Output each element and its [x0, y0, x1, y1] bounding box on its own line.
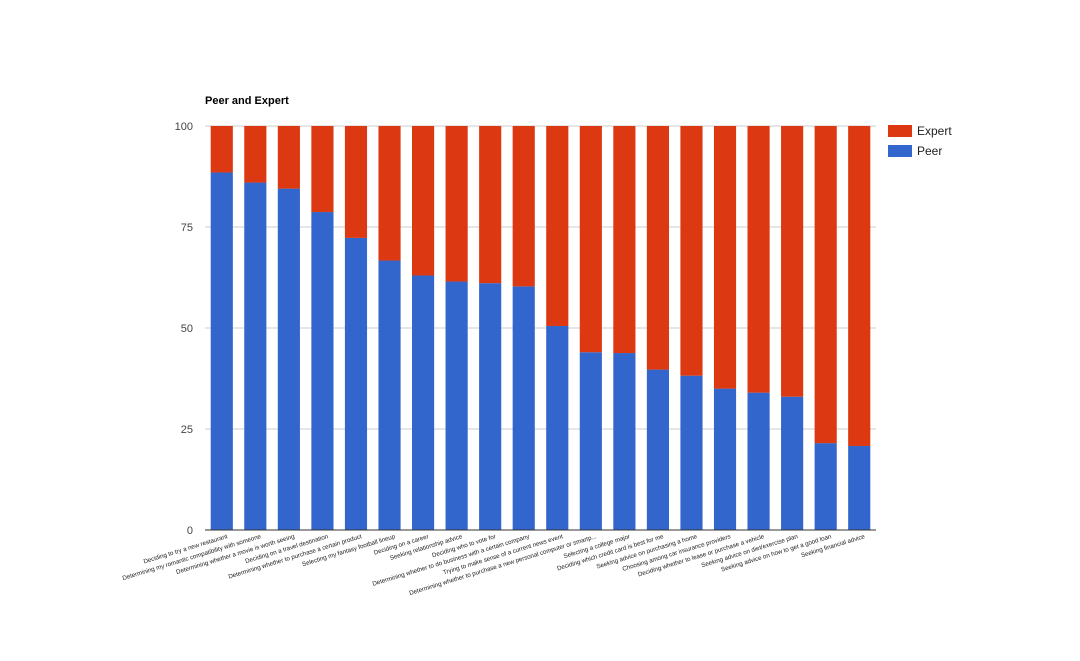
- y-tick-label: 0: [187, 525, 193, 537]
- legend-swatch: [888, 125, 912, 137]
- bar-peer: [747, 392, 770, 530]
- bar-expert: [781, 126, 804, 397]
- y-tick-label: 75: [181, 222, 193, 234]
- bar-expert: [579, 126, 602, 353]
- bar-expert: [311, 126, 334, 213]
- y-tick-label: 50: [181, 323, 193, 335]
- bar-expert: [646, 126, 669, 370]
- bar-peer: [412, 275, 435, 530]
- bar-peer: [579, 352, 602, 530]
- bar-expert: [613, 126, 636, 354]
- bar-peer: [848, 445, 871, 530]
- y-tick-label: 100: [175, 121, 193, 133]
- bar-expert: [814, 126, 837, 444]
- y-tick-label: 25: [181, 424, 193, 436]
- bar-expert: [412, 126, 435, 276]
- bar-expert: [848, 126, 871, 446]
- bar-peer: [613, 353, 636, 530]
- bar-peer: [244, 182, 267, 530]
- bar-expert: [344, 126, 368, 238]
- bar-peer: [814, 443, 837, 530]
- bar-expert: [277, 126, 300, 189]
- legend-label: Expert: [917, 124, 952, 138]
- bar-expert: [713, 126, 737, 389]
- bar-peer: [646, 369, 669, 530]
- chart-title: Peer and Expert: [205, 95, 289, 107]
- bar-peer: [781, 396, 804, 530]
- bar-peer: [546, 325, 569, 530]
- bar-expert: [445, 126, 468, 282]
- bar-expert: [210, 126, 233, 173]
- bar-peer: [445, 281, 468, 530]
- legend-label: Peer: [917, 144, 942, 158]
- bar-expert: [244, 126, 267, 183]
- bar-expert: [747, 126, 770, 393]
- bar-expert: [512, 126, 535, 287]
- bar-peer: [277, 188, 300, 530]
- bar-peer: [479, 283, 502, 530]
- bar-expert: [546, 126, 569, 326]
- bar-peer: [512, 286, 535, 530]
- bar-peer: [713, 388, 737, 530]
- bar-peer: [311, 212, 334, 530]
- bar-peer: [344, 237, 368, 530]
- bar-expert: [680, 126, 703, 376]
- bar-expert: [479, 126, 502, 284]
- bar-expert: [378, 126, 401, 261]
- legend-swatch: [888, 145, 912, 157]
- bar-peer: [680, 375, 703, 530]
- bar-peer: [378, 260, 401, 530]
- bar-peer: [210, 172, 233, 530]
